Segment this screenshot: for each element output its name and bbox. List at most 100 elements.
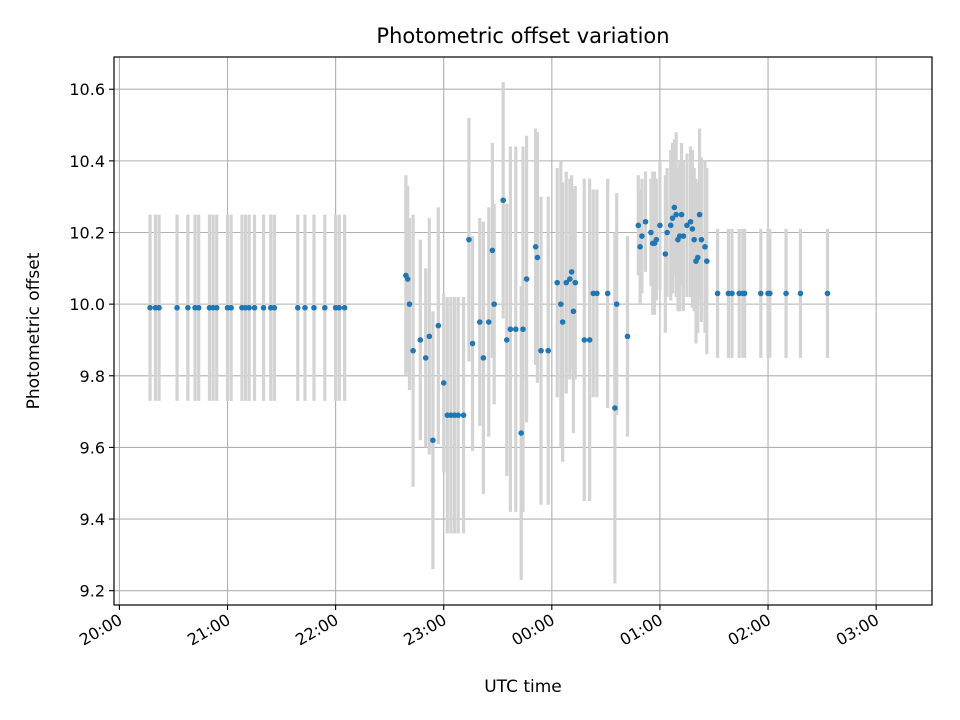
data-point xyxy=(667,222,674,229)
data-point xyxy=(689,226,696,232)
data-point xyxy=(507,326,514,333)
data-point xyxy=(422,355,429,361)
data-point xyxy=(758,290,764,297)
data-point xyxy=(694,254,701,261)
data-point xyxy=(534,254,541,261)
data-point xyxy=(156,304,162,311)
data-point xyxy=(714,290,721,297)
data-point xyxy=(532,244,539,250)
data-point xyxy=(294,304,301,311)
data-point xyxy=(684,222,690,229)
y-tick-label: 9.2 xyxy=(80,582,105,601)
data-point xyxy=(648,229,654,236)
y-tick-label: 10.6 xyxy=(69,80,105,99)
data-point xyxy=(797,290,804,297)
data-point xyxy=(476,319,483,325)
data-point xyxy=(741,290,748,297)
plot-frame xyxy=(113,56,933,606)
data-point xyxy=(696,211,703,218)
data-point xyxy=(455,412,461,418)
data-point xyxy=(538,347,544,354)
data-point xyxy=(702,244,708,250)
data-point xyxy=(687,218,694,225)
y-tick-label: 9.4 xyxy=(80,510,105,529)
data-point xyxy=(311,304,317,311)
data-point xyxy=(653,236,660,243)
data-point xyxy=(213,304,220,311)
y-tick-label: 10.0 xyxy=(69,295,105,314)
data-point xyxy=(594,290,600,297)
data-point xyxy=(635,222,642,229)
data-point xyxy=(466,236,472,243)
data-point xyxy=(406,301,413,307)
data-point xyxy=(503,337,510,343)
x-axis-label: UTC time xyxy=(484,677,562,697)
data-point xyxy=(604,290,611,297)
data-point xyxy=(271,304,278,311)
data-point xyxy=(680,233,687,239)
data-point xyxy=(767,290,773,297)
data-point xyxy=(430,437,436,444)
data-point xyxy=(639,233,645,239)
data-point xyxy=(567,276,573,282)
data-point xyxy=(260,304,267,311)
data-point xyxy=(586,337,593,343)
data-point xyxy=(426,333,433,340)
data-point xyxy=(500,197,506,204)
data-point xyxy=(558,301,564,307)
data-point xyxy=(554,279,561,286)
data-point xyxy=(559,319,566,325)
data-point xyxy=(460,412,467,418)
y-tick-label: 10.4 xyxy=(69,152,105,171)
y-tick-label: 9.6 xyxy=(80,438,105,457)
data-point xyxy=(404,276,411,282)
data-point xyxy=(410,347,416,354)
data-point xyxy=(440,380,447,386)
data-point xyxy=(691,236,697,243)
data-point xyxy=(662,251,669,257)
chart-title: Photometric offset variation xyxy=(376,24,669,48)
data-point xyxy=(512,326,519,333)
data-point xyxy=(703,258,710,264)
data-point xyxy=(613,301,620,307)
data-point xyxy=(174,304,180,311)
data-point xyxy=(435,322,442,329)
data-point xyxy=(469,340,476,347)
data-point xyxy=(523,276,530,282)
data-point xyxy=(489,247,496,254)
data-point xyxy=(520,326,526,333)
data-point xyxy=(563,279,570,286)
data-point xyxy=(147,304,153,311)
data-point xyxy=(624,333,631,340)
data-point xyxy=(657,222,663,229)
data-point xyxy=(824,290,831,297)
data-point xyxy=(664,229,670,236)
data-point xyxy=(612,405,618,411)
data-point xyxy=(545,347,552,354)
data-point xyxy=(568,269,575,275)
data-point xyxy=(336,304,343,311)
data-point xyxy=(491,301,497,307)
data-point xyxy=(341,304,348,311)
y-tick-label: 10.2 xyxy=(69,224,105,243)
data-point xyxy=(485,319,492,325)
y-axis-label: Photometric offset xyxy=(24,252,44,409)
data-points xyxy=(147,197,831,444)
data-point xyxy=(698,236,705,243)
data-point xyxy=(673,211,679,218)
data-point xyxy=(678,211,685,218)
data-point xyxy=(572,279,579,286)
y-tick-label: 9.8 xyxy=(80,367,105,386)
data-point xyxy=(669,215,676,221)
data-point xyxy=(251,304,258,311)
data-point xyxy=(729,290,735,297)
data-point xyxy=(246,304,252,311)
data-point xyxy=(783,290,789,297)
data-point xyxy=(637,244,643,250)
data-point xyxy=(642,218,649,225)
data-point xyxy=(671,204,678,211)
data-point xyxy=(228,304,234,311)
data-point xyxy=(518,430,524,436)
data-point xyxy=(480,355,487,361)
